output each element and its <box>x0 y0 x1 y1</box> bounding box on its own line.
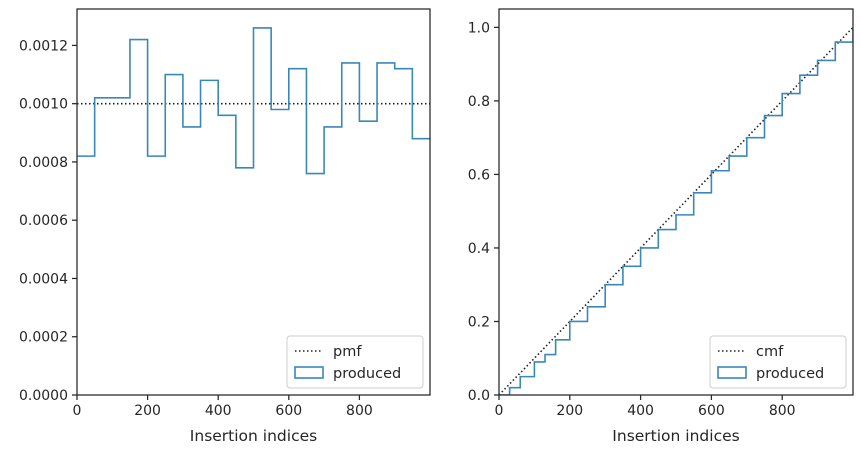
right-x-axis-title: Insertion indices <box>612 427 739 445</box>
right-axes-frame <box>498 8 854 396</box>
right-series-cmf-line <box>499 26 853 395</box>
left-ytick-label: 0.0006 <box>19 213 68 229</box>
right-legend-produced-swatch <box>717 366 747 379</box>
left-ytick-label: 0.0000 <box>19 388 68 404</box>
right-legend-cmf-label: cmf <box>756 344 784 360</box>
left-ytick-label: 0.0010 <box>19 97 68 113</box>
right-xtick-label: 200 <box>556 403 583 419</box>
left-xtick-label: 600 <box>275 403 302 419</box>
left-ytick-label: 0.0008 <box>19 155 68 171</box>
right-legend-produced-label: produced <box>756 366 824 382</box>
right-ytick-label: 0.2 <box>468 314 490 330</box>
right-legend: cmf produced <box>709 335 847 389</box>
left-ytick-label: 0.0012 <box>19 38 68 54</box>
left-series-produced-line <box>77 27 430 175</box>
right-xtick-label: 0 <box>495 403 504 419</box>
left-xtick-label: 800 <box>346 403 373 419</box>
right-xtick-label: 800 <box>769 403 796 419</box>
left-ytick-label: 0.0002 <box>19 330 68 346</box>
right-ytick-label: 0.4 <box>468 241 490 257</box>
left-legend: pmf produced <box>286 335 424 389</box>
left-legend-box <box>286 335 424 389</box>
left-xtick-label: 400 <box>205 403 232 419</box>
left-axes-frame <box>76 8 431 396</box>
left-plot-area <box>77 27 430 175</box>
right-ytick-label: 0.6 <box>468 167 490 183</box>
right-xtick-label: 600 <box>698 403 725 419</box>
left-legend-pmf-label: pmf <box>333 344 362 360</box>
right-panel-cumulative: 0 200 400 600 800 0.0 0.2 0.4 0.6 0.8 1.0 Insertion… <box>468 8 854 445</box>
right-ytick-label: 0.8 <box>468 94 490 110</box>
left-xtick-label: 0 <box>73 403 82 419</box>
right-series-produced-line <box>499 27 853 395</box>
right-ytick-label: 1.0 <box>468 20 490 36</box>
right-legend-box <box>709 335 847 389</box>
left-xtick-label: 200 <box>134 403 161 419</box>
left-ytick-label: 0.0004 <box>19 271 68 287</box>
left-panel-histogram: 0 200 400 600 800 0.0000 0.0002 0.0004 0.0006 0.0… <box>19 8 431 445</box>
right-ytick-label: 0.0 <box>468 388 490 404</box>
left-legend-produced-swatch <box>294 366 324 379</box>
right-xtick-label: 400 <box>627 403 654 419</box>
left-x-axis-title: Insertion indices <box>190 427 317 445</box>
left-legend-produced-label: produced <box>333 366 401 382</box>
right-plot-area <box>499 26 853 395</box>
